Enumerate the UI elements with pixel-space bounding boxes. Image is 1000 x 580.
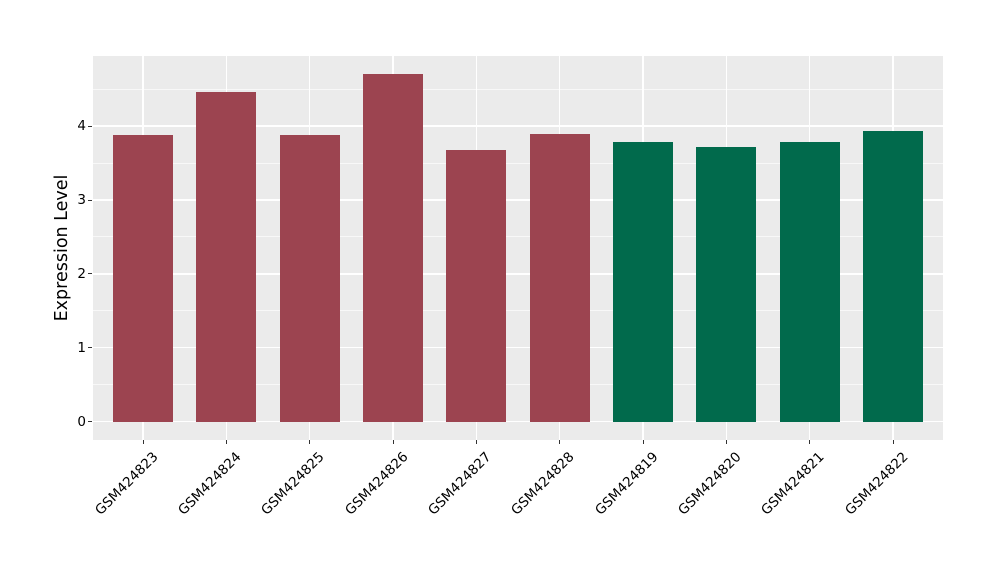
x-tick-label: GSM424825 xyxy=(258,449,328,519)
bar-GSM424824 xyxy=(196,92,256,422)
x-tick-mark xyxy=(642,440,644,444)
y-tick-label: 4 xyxy=(77,118,86,135)
x-tick-mark xyxy=(725,440,727,444)
bar-GSM424827 xyxy=(446,149,506,422)
bar-GSM424820 xyxy=(696,146,756,422)
x-tick-label: GSM424822 xyxy=(841,449,912,519)
gridline-major-y xyxy=(93,273,943,275)
y-tick-mark xyxy=(88,347,92,349)
x-tick-mark xyxy=(475,440,477,444)
x-tick-mark xyxy=(892,440,894,444)
plot-panel xyxy=(93,56,943,440)
bar-GSM424822 xyxy=(863,130,923,422)
x-tick-label: GSM424824 xyxy=(175,449,245,519)
x-tick-mark xyxy=(309,440,311,444)
gridline-major-y xyxy=(93,125,943,127)
gridline-minor-y xyxy=(93,310,943,312)
bar-GSM424825 xyxy=(280,135,340,422)
y-tick-mark xyxy=(88,125,92,127)
x-tick-mark xyxy=(559,440,561,444)
gridline-minor-y xyxy=(93,236,943,238)
bar-GSM424823 xyxy=(113,135,173,422)
gridline-minor-y xyxy=(93,162,943,164)
x-tick-label: GSM424820 xyxy=(675,449,745,519)
y-tick-mark xyxy=(88,199,92,201)
x-tick-mark xyxy=(142,440,144,444)
x-tick-label: GSM424823 xyxy=(91,449,162,519)
gridline-minor-y xyxy=(93,88,943,90)
bar-GSM424819 xyxy=(613,142,673,422)
x-tick-label: GSM424821 xyxy=(758,449,828,519)
x-tick-mark xyxy=(392,440,394,444)
bar-GSM424828 xyxy=(530,133,590,422)
x-tick-label: GSM424819 xyxy=(591,449,662,519)
bar-GSM424821 xyxy=(780,142,840,422)
x-tick-label: GSM424826 xyxy=(341,449,412,519)
y-tick-label: 1 xyxy=(77,339,86,356)
x-tick-mark xyxy=(225,440,227,444)
gridline-minor-y xyxy=(93,384,943,386)
gridline-major-y xyxy=(93,420,943,423)
gridline-major-y xyxy=(93,199,943,201)
y-tick-label: 2 xyxy=(77,265,86,282)
x-tick-label: GSM424827 xyxy=(425,449,495,519)
bar-GSM424826 xyxy=(363,74,423,422)
x-tick-label: GSM424828 xyxy=(508,449,578,519)
y-tick-mark xyxy=(88,273,92,275)
x-tick-mark xyxy=(809,440,811,444)
gridline-major-y xyxy=(93,346,943,349)
y-tick-label: 0 xyxy=(77,413,86,430)
y-tick-label: 3 xyxy=(77,192,86,208)
y-tick-mark xyxy=(88,421,92,423)
